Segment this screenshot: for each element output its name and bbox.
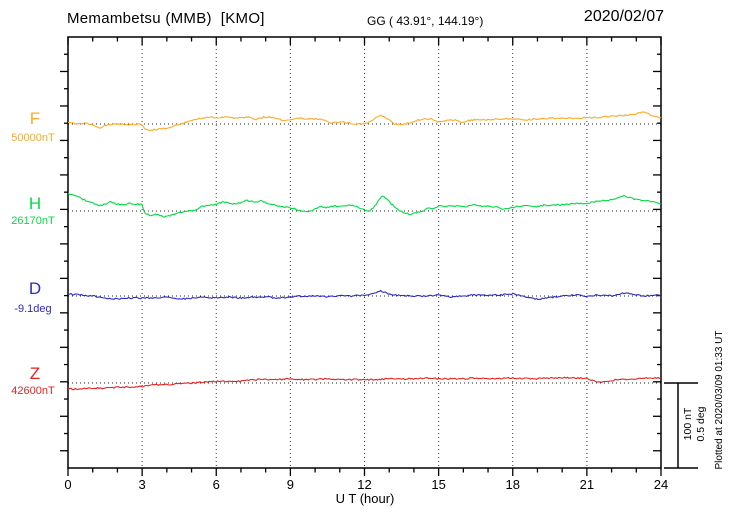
x-tick-label: 24 — [653, 477, 669, 492]
trace-F — [67, 111, 662, 132]
scale-bar-deg-label: 0.5 deg — [695, 406, 707, 442]
x-tick-label: 21 — [579, 477, 595, 492]
channel-label-H: H — [28, 194, 42, 213]
x-tick-label: 3 — [138, 477, 146, 492]
trace-Z — [67, 376, 662, 391]
x-axis-title: U T (hour) — [335, 491, 395, 506]
scale-bar-labels: 100 nT 0.5 deg — [682, 394, 710, 454]
page-title: Memambetsu (MMB) [KMO] — [67, 10, 265, 27]
x-tick-label: 15 — [431, 477, 446, 492]
channel-reference-F: 50000nT — [11, 132, 55, 144]
channel-reference-D: -9.1deg — [14, 303, 52, 315]
x-tick-label: 9 — [286, 477, 294, 492]
x-tick-label: 12 — [357, 477, 372, 492]
channel-reference-Z: 42600nT — [11, 385, 55, 397]
channel-label-D: D — [28, 279, 42, 298]
x-tick-label: 0 — [64, 477, 72, 492]
channel-reference-H: 26170nT — [11, 215, 55, 227]
plotted-at-timestamp: Plotted at 2020/03/09 01:33 UT — [714, 330, 725, 470]
scale-bar-nt-label: 100 nT — [682, 407, 694, 441]
station-coordinates: GG ( 43.91°, 144.19°) — [367, 14, 484, 28]
trace-D — [67, 289, 662, 301]
x-tick-label: 6 — [212, 477, 220, 492]
channel-label-F: F — [29, 109, 41, 128]
observation-date: 2020/02/07 — [583, 8, 664, 25]
channel-label-Z: Z — [29, 364, 41, 383]
trace-H — [67, 193, 662, 218]
x-tick-label: 18 — [505, 477, 520, 492]
